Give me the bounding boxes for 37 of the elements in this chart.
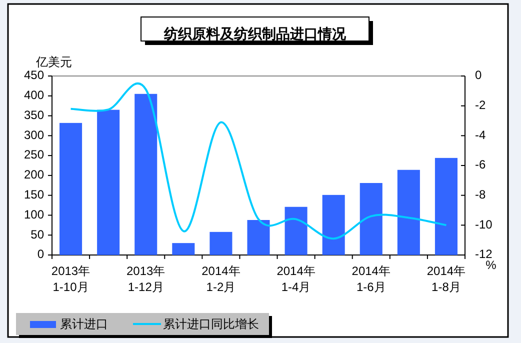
y2-tick-label: 0 (475, 68, 482, 82)
bar (322, 194, 345, 255)
bar (247, 220, 270, 255)
x-tick-label: 2013年 1-10月 (51, 264, 90, 294)
y2-tick-label: -4 (475, 128, 486, 142)
bar (97, 110, 120, 255)
bar (210, 232, 232, 255)
y-tick-label: 50 (30, 227, 44, 242)
y-tick-label: 100 (24, 207, 44, 222)
x-tick-label: 2014年 1-8月 (426, 264, 466, 294)
x-tick-label: 2013年 1-12月 (126, 264, 166, 294)
y-tick-label: 0 (37, 247, 44, 262)
y-tick-label: 450 (24, 68, 44, 82)
bar (60, 122, 82, 255)
bar (172, 243, 195, 255)
y2-tick-label: -6 (475, 158, 486, 172)
x-tick-label: 2014年 1-6月 (352, 264, 390, 294)
y2-tick-label: -2 (475, 98, 486, 112)
y-tick-label: 250 (24, 148, 44, 162)
bar (397, 170, 420, 255)
y-tick-label: 150 (24, 188, 44, 202)
y-tick-label: 350 (24, 108, 44, 122)
legend-label: 累计进口 (60, 317, 108, 332)
legend-label: 累计进口同比增长 (163, 317, 259, 332)
chart-title: 纺织原料及纺织制品进口情况 (163, 26, 347, 42)
bar (284, 206, 308, 255)
y-axis-title: 亿美元 (35, 55, 72, 69)
y-tick-label: 400 (24, 88, 44, 102)
y2-tick-label: -10 (475, 217, 493, 232)
bar (434, 158, 458, 255)
x-tick-label: 2014年 1-4月 (276, 264, 316, 294)
y2-tick-label: -8 (475, 188, 486, 202)
x-tick-label: 2014年 1-2月 (202, 264, 240, 294)
bar (360, 183, 382, 255)
bar (134, 94, 158, 255)
y-tick-label: 300 (24, 128, 44, 142)
y-tick-label: 200 (24, 168, 44, 182)
